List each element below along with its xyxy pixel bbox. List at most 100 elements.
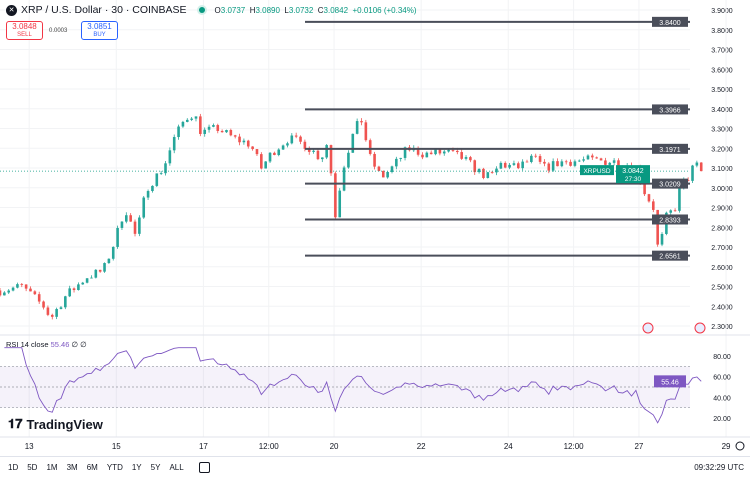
candle-body xyxy=(120,221,124,228)
candle-body xyxy=(142,197,146,218)
candle-body xyxy=(451,149,455,151)
candle-body xyxy=(599,158,603,161)
candle-body xyxy=(29,288,32,292)
candle-body xyxy=(281,145,285,150)
candle-body xyxy=(530,155,533,163)
candle-body xyxy=(403,147,407,158)
candle-body xyxy=(181,121,185,127)
x-tick-label: 20 xyxy=(330,442,339,451)
countdown-label: 27:30 xyxy=(625,176,642,183)
range-all[interactable]: ALL xyxy=(169,462,184,472)
candle-body xyxy=(307,148,311,152)
y-tick-label: 3.8000 xyxy=(711,28,733,35)
y-tick-label: 3.9000 xyxy=(711,8,733,15)
range-1d[interactable]: 1D xyxy=(8,462,19,472)
market-status-icon xyxy=(198,7,205,13)
candle-body xyxy=(591,155,594,158)
candle-body xyxy=(55,308,58,317)
candle-body xyxy=(24,284,28,289)
candle-body xyxy=(194,116,198,119)
candle-body xyxy=(190,118,193,120)
candle-body xyxy=(377,166,381,171)
y-tick-label: 2.3000 xyxy=(711,324,733,331)
candle-body xyxy=(516,163,520,169)
x-tick-label: 12:00 xyxy=(259,442,280,451)
range-ytd[interactable]: YTD xyxy=(106,462,123,472)
candle-body xyxy=(277,149,281,156)
candle-body xyxy=(399,157,402,159)
rsi-legend[interactable]: RSI 14 close 55.46 ∅ ∅ xyxy=(6,340,87,349)
candle-body xyxy=(364,122,368,141)
level-price-label: 3.1971 xyxy=(659,147,681,154)
candle-body xyxy=(395,158,398,167)
candle-body xyxy=(77,284,80,291)
y-tick-label: 2.9000 xyxy=(711,206,733,213)
candle-body xyxy=(482,168,485,178)
price-chart[interactable]: 3.9000 3.8000 3.7000 3.6000 3.5000 3.4000 3.30… xyxy=(0,0,750,456)
y-tick-label: 3.1000 xyxy=(711,166,733,173)
candle-body xyxy=(652,201,655,210)
candle-body xyxy=(329,145,333,174)
candle-body xyxy=(334,173,337,218)
candle-body xyxy=(678,187,681,211)
sell-button[interactable]: 3.0848 SELL xyxy=(6,21,43,40)
candle-body xyxy=(146,191,150,198)
candle-body xyxy=(16,284,19,288)
candle-body xyxy=(129,215,132,222)
clock[interactable]: 09:32:29 UTC xyxy=(694,462,744,472)
range-5d[interactable]: 5D xyxy=(27,462,38,472)
candle-body xyxy=(503,162,507,168)
candle-body xyxy=(538,156,542,162)
last-price-label: 3.0842 xyxy=(622,168,644,175)
economic-event-icon xyxy=(642,322,654,334)
candle-body xyxy=(360,121,363,123)
candle-body xyxy=(342,167,346,191)
candle-body xyxy=(216,125,220,131)
candle-body xyxy=(72,288,76,291)
level-price-label: 2.8393 xyxy=(659,217,681,224)
go-to-date-icon[interactable] xyxy=(198,461,210,473)
candle-body xyxy=(647,194,651,202)
candle-body xyxy=(464,157,468,159)
candle-body xyxy=(338,190,342,218)
rsi-tick-label: 20.00 xyxy=(713,416,731,423)
candle-body xyxy=(669,210,673,213)
candle-body xyxy=(94,269,98,278)
settings-gear-icon[interactable] xyxy=(735,441,745,451)
candle-body xyxy=(299,136,302,142)
candle-body xyxy=(656,209,659,245)
last-price-tag xyxy=(616,165,650,184)
level-price-tag xyxy=(652,214,688,225)
rsi-line xyxy=(4,347,702,424)
candle-body xyxy=(133,221,137,234)
level-price-label: 3.0209 xyxy=(659,182,681,189)
candle-body xyxy=(469,157,472,161)
candle-body xyxy=(390,166,394,173)
range-3m[interactable]: 3M xyxy=(66,462,78,472)
spread: 0.0003 xyxy=(49,27,68,34)
candle-body xyxy=(643,183,646,195)
x-tick-label: 22 xyxy=(417,442,426,451)
candle-body xyxy=(64,296,67,308)
candle-body xyxy=(11,287,15,291)
symbol-title[interactable]: XRP / U.S. Dollar · 30 · COINBASE xyxy=(21,4,187,16)
candle-body xyxy=(168,150,172,164)
range-5y[interactable]: 5Y xyxy=(150,462,161,472)
tv-logo-icon: 𝟏𝟕 xyxy=(8,416,23,431)
candle-body xyxy=(264,161,267,169)
candle-body xyxy=(429,152,433,155)
candle-body xyxy=(0,290,2,296)
range-1m[interactable]: 1M xyxy=(46,462,58,472)
candle-body xyxy=(107,258,111,264)
range-1y[interactable]: 1Y xyxy=(131,462,142,472)
buy-button[interactable]: 3.0851 BUY xyxy=(81,21,118,40)
candle-body xyxy=(212,125,215,127)
range-6m[interactable]: 6M xyxy=(86,462,98,472)
candle-body xyxy=(368,140,372,154)
candle-body xyxy=(577,160,581,162)
level-price-tag xyxy=(652,178,688,189)
candle-body xyxy=(229,130,233,136)
candle-body xyxy=(521,161,524,169)
candle-body xyxy=(686,180,690,181)
x-tick-label: 29 xyxy=(722,442,731,451)
